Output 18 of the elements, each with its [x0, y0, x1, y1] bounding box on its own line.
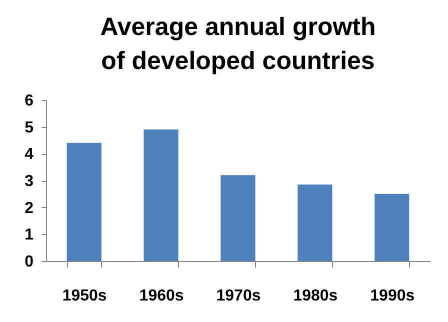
x-tick-label: 1970s	[216, 288, 261, 304]
y-tick-label: 4	[24, 146, 34, 164]
y-tick-label: 5	[24, 119, 34, 136]
bar	[374, 194, 410, 261]
y-tick-label: 0	[24, 254, 34, 270]
y-tick-label: 1	[24, 226, 34, 244]
x-tick-label: 1960s	[139, 288, 184, 304]
x-tick-label: 1990s	[370, 288, 415, 304]
y-tick-label: 2	[24, 200, 34, 217]
y-tick-label: 6	[24, 92, 34, 110]
x-tick-label: 1950s	[62, 288, 107, 304]
x-tick-label: 1980s	[293, 288, 338, 304]
bar	[298, 184, 332, 261]
chart-title: Average annual growth of developed countries	[100, 13, 376, 75]
y-tick-label: 3	[24, 173, 34, 190]
bar	[144, 130, 178, 261]
bar	[66, 142, 102, 261]
bar	[220, 175, 256, 261]
